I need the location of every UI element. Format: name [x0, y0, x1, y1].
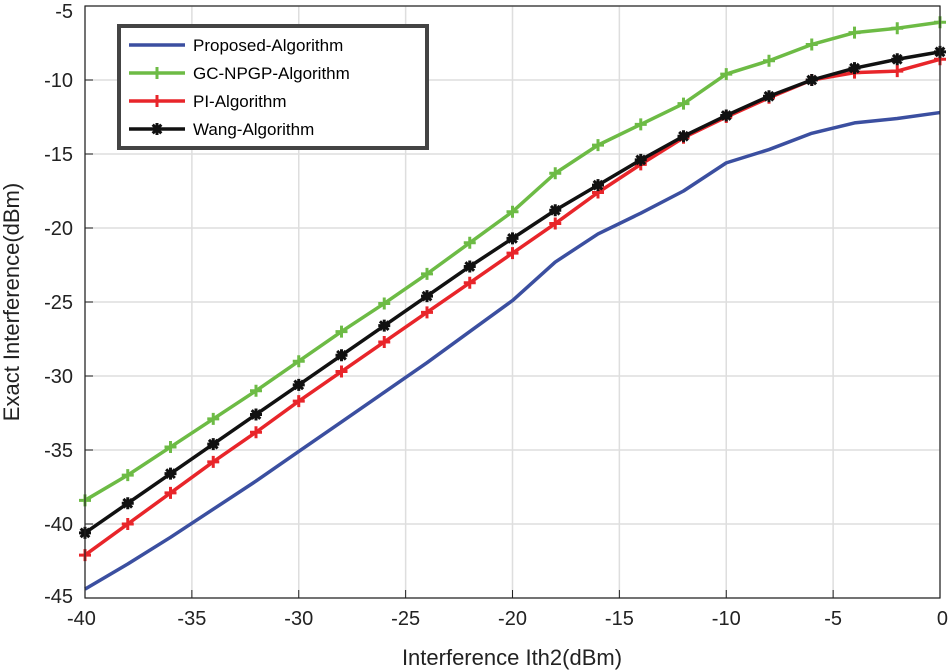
plus-marker — [549, 217, 562, 230]
asterisk-marker-core — [551, 206, 559, 214]
legend-item-proposed-algorithm: Proposed-Algorithm — [129, 36, 343, 55]
legend-item-gc-npgp-algorithm: GC-NPGP-Algorithm — [129, 64, 350, 83]
plus-marker — [207, 455, 220, 468]
legend-item-pi-algorithm: PI-Algorithm — [129, 92, 287, 111]
plus-marker — [292, 395, 305, 408]
x-tick-label: 0 — [937, 608, 948, 630]
legend-label: PI-Algorithm — [193, 92, 287, 111]
plus-marker — [378, 297, 391, 310]
y-tick-label: -40 — [44, 514, 73, 536]
plus-marker — [891, 65, 904, 78]
plus-marker — [164, 441, 177, 454]
x-tick-label: -30 — [284, 608, 313, 630]
plus-marker — [463, 236, 476, 249]
asterisk-marker-core — [338, 351, 345, 359]
plus-marker — [151, 95, 163, 107]
plus-marker — [634, 118, 647, 131]
plus-marker — [592, 139, 604, 152]
plus-marker — [378, 335, 391, 348]
y-tick-label: -5 — [55, 1, 73, 23]
asterisk-marker-core — [209, 440, 217, 448]
plus-marker — [250, 384, 262, 397]
plus-marker — [335, 365, 348, 378]
legend-label: GC-NPGP-Algorithm — [193, 64, 350, 83]
asterisk-marker-core — [423, 292, 431, 300]
plus-marker — [506, 247, 519, 260]
x-axis-title: Interference Ith2(dBm) — [402, 645, 622, 670]
y-tick-label: -15 — [44, 144, 73, 166]
y-tick-label: -30 — [44, 366, 73, 388]
asterisk-marker-core — [722, 112, 730, 120]
x-tick-label: -5 — [824, 608, 842, 630]
asterisk-marker-core — [765, 92, 773, 100]
plus-marker — [506, 205, 519, 218]
y-tick-label: -35 — [44, 440, 73, 462]
asterisk-marker-core — [252, 410, 260, 418]
plus-marker — [421, 267, 433, 280]
asterisk-marker-core — [167, 470, 174, 478]
asterisk-marker-core — [380, 322, 388, 330]
plus-marker — [151, 67, 163, 79]
x-tick-label: -15 — [605, 608, 634, 630]
y-tick-label: -20 — [44, 218, 73, 240]
x-tick-label: -25 — [391, 608, 420, 630]
x-tick-label: -40 — [67, 608, 96, 630]
asterisk-marker-core — [153, 125, 161, 133]
y-tick-label: -45 — [44, 586, 73, 608]
plus-marker — [848, 26, 861, 39]
asterisk-marker-core — [808, 76, 816, 84]
plus-marker — [463, 276, 476, 289]
plus-marker — [720, 68, 733, 81]
plus-marker — [292, 355, 305, 368]
y-tick-label: -10 — [44, 70, 73, 92]
plus-marker — [891, 22, 904, 35]
x-tick-label: -20 — [498, 608, 527, 630]
asterisk-marker-core — [124, 499, 132, 507]
plus-marker — [164, 486, 177, 499]
asterisk-marker-core — [893, 55, 901, 63]
plus-marker — [207, 412, 220, 425]
asterisk-marker-core — [680, 132, 687, 140]
series-group — [79, 16, 946, 591]
x-tick-label: -10 — [712, 608, 741, 630]
legend: Proposed-Algorithm GC-NPGP-Algorithm PI-Al… — [117, 24, 429, 150]
legend-label: Wang-Algorithm — [193, 120, 314, 139]
plus-marker — [250, 426, 262, 439]
asterisk-marker-core — [594, 181, 602, 189]
asterisk-marker-core — [851, 64, 858, 72]
series-proposed-algorithm — [84, 110, 941, 591]
plus-marker — [549, 167, 562, 180]
tick-labels: -40 -35 -30 -25 -20 -15 -10 -5 0 -5 -10 -15 -20 -25 -3… — [44, 1, 948, 630]
plus-marker — [805, 38, 818, 51]
y-axis-title: Exact Interference(dBm) — [0, 183, 24, 421]
legend-item-wang-algorithm: Wang-Algorithm — [129, 120, 314, 139]
plus-marker — [335, 325, 348, 338]
y-tick-label: -25 — [44, 292, 73, 314]
asterisk-marker-core — [466, 262, 474, 270]
series-wang-algorithm — [79, 45, 946, 539]
legend-label: Proposed-Algorithm — [193, 36, 343, 55]
asterisk-marker-core — [637, 156, 645, 164]
plus-marker — [121, 518, 134, 530]
plus-marker — [763, 54, 775, 67]
x-tick-label: -35 — [177, 608, 206, 630]
plus-marker — [421, 306, 433, 319]
plus-marker — [121, 469, 134, 482]
series-line-proposed-algorithm — [84, 110, 941, 591]
plus-marker — [677, 97, 690, 110]
asterisk-marker-core — [295, 381, 303, 389]
asterisk-marker-core — [509, 234, 516, 242]
